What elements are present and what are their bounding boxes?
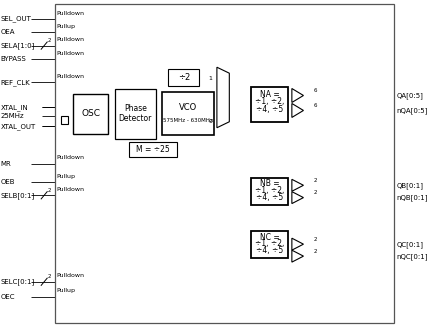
Text: ÷4, ÷5: ÷4, ÷5	[256, 246, 283, 255]
Polygon shape	[292, 238, 303, 250]
Text: BYPASS: BYPASS	[1, 56, 26, 62]
Text: 2: 2	[314, 178, 318, 183]
Text: Pulldown: Pulldown	[57, 37, 85, 42]
Text: VCO: VCO	[179, 103, 197, 112]
Text: QB[0:1]: QB[0:1]	[396, 182, 423, 189]
Text: 0: 0	[208, 119, 212, 124]
Text: XTAL_OUT: XTAL_OUT	[1, 123, 36, 130]
Text: Pulldown: Pulldown	[57, 155, 85, 160]
Text: SELC[0:1]: SELC[0:1]	[1, 278, 35, 285]
Text: 2: 2	[314, 190, 318, 195]
Text: QA[0:5]: QA[0:5]	[396, 92, 423, 99]
Bar	[114, 89, 156, 139]
Text: Pulldown: Pulldown	[57, 11, 85, 16]
Text: 6: 6	[314, 103, 318, 108]
Text: ÷4, ÷5: ÷4, ÷5	[256, 193, 283, 202]
Text: NA =: NA =	[260, 91, 280, 99]
Text: nQB[0:1]: nQB[0:1]	[396, 194, 428, 201]
Text: SELA[1:0]: SELA[1:0]	[1, 42, 35, 49]
Bar	[129, 142, 177, 157]
Text: Pullup: Pullup	[57, 24, 76, 29]
Text: 6: 6	[314, 88, 318, 93]
Text: ÷1, ÷2,: ÷1, ÷2,	[255, 239, 284, 248]
Text: ÷2: ÷2	[178, 73, 190, 82]
Text: 575MHz - 630MHz: 575MHz - 630MHz	[163, 118, 213, 123]
Text: OEA: OEA	[1, 29, 15, 35]
Text: REF_CLK: REF_CLK	[1, 79, 30, 86]
Polygon shape	[292, 89, 303, 103]
Text: MR: MR	[1, 161, 11, 167]
Text: M = ÷25: M = ÷25	[136, 145, 170, 154]
Bar	[61, 117, 68, 125]
Polygon shape	[292, 250, 303, 262]
Polygon shape	[292, 192, 303, 204]
Text: OEB: OEB	[1, 179, 15, 185]
Text: Pulldown: Pulldown	[57, 50, 85, 55]
Text: 2: 2	[314, 237, 318, 242]
Bar	[168, 69, 200, 86]
Bar	[251, 87, 288, 122]
Polygon shape	[292, 104, 303, 118]
Bar	[73, 94, 108, 134]
Text: Pulldown: Pulldown	[57, 187, 85, 192]
Text: NC =: NC =	[260, 233, 280, 242]
Polygon shape	[217, 67, 229, 128]
Text: NB =: NB =	[260, 179, 280, 188]
Text: ÷1, ÷2,: ÷1, ÷2,	[255, 97, 284, 106]
Text: Phase: Phase	[124, 104, 147, 113]
Text: Pulldown: Pulldown	[57, 74, 85, 79]
Text: Detector: Detector	[119, 114, 152, 123]
Text: OEC: OEC	[1, 294, 15, 300]
Text: XTAL_IN: XTAL_IN	[1, 104, 29, 111]
Text: 2: 2	[48, 274, 51, 279]
Text: 2: 2	[48, 38, 51, 43]
Bar	[251, 231, 288, 259]
Text: SELB[0:1]: SELB[0:1]	[1, 192, 35, 199]
Text: 2: 2	[314, 249, 318, 254]
Bar	[251, 178, 288, 205]
Text: Pulldown: Pulldown	[57, 274, 85, 279]
Text: 1: 1	[208, 76, 212, 81]
Text: 25MHz: 25MHz	[1, 114, 24, 120]
Bar	[162, 92, 214, 135]
Text: nQC[0:1]: nQC[0:1]	[396, 253, 428, 260]
Text: SEL_OUT: SEL_OUT	[1, 16, 32, 22]
Text: ÷1, ÷2,: ÷1, ÷2,	[255, 186, 284, 195]
Text: ÷4, ÷5: ÷4, ÷5	[256, 105, 283, 114]
Text: Pullup: Pullup	[57, 288, 76, 293]
Text: QC[0:1]: QC[0:1]	[396, 241, 423, 247]
Text: Pullup: Pullup	[57, 174, 76, 179]
Polygon shape	[292, 179, 303, 191]
Text: 2: 2	[48, 188, 51, 193]
Bar	[54, 4, 394, 323]
Text: nQA[0:5]: nQA[0:5]	[396, 107, 428, 114]
Text: OSC: OSC	[81, 109, 100, 118]
